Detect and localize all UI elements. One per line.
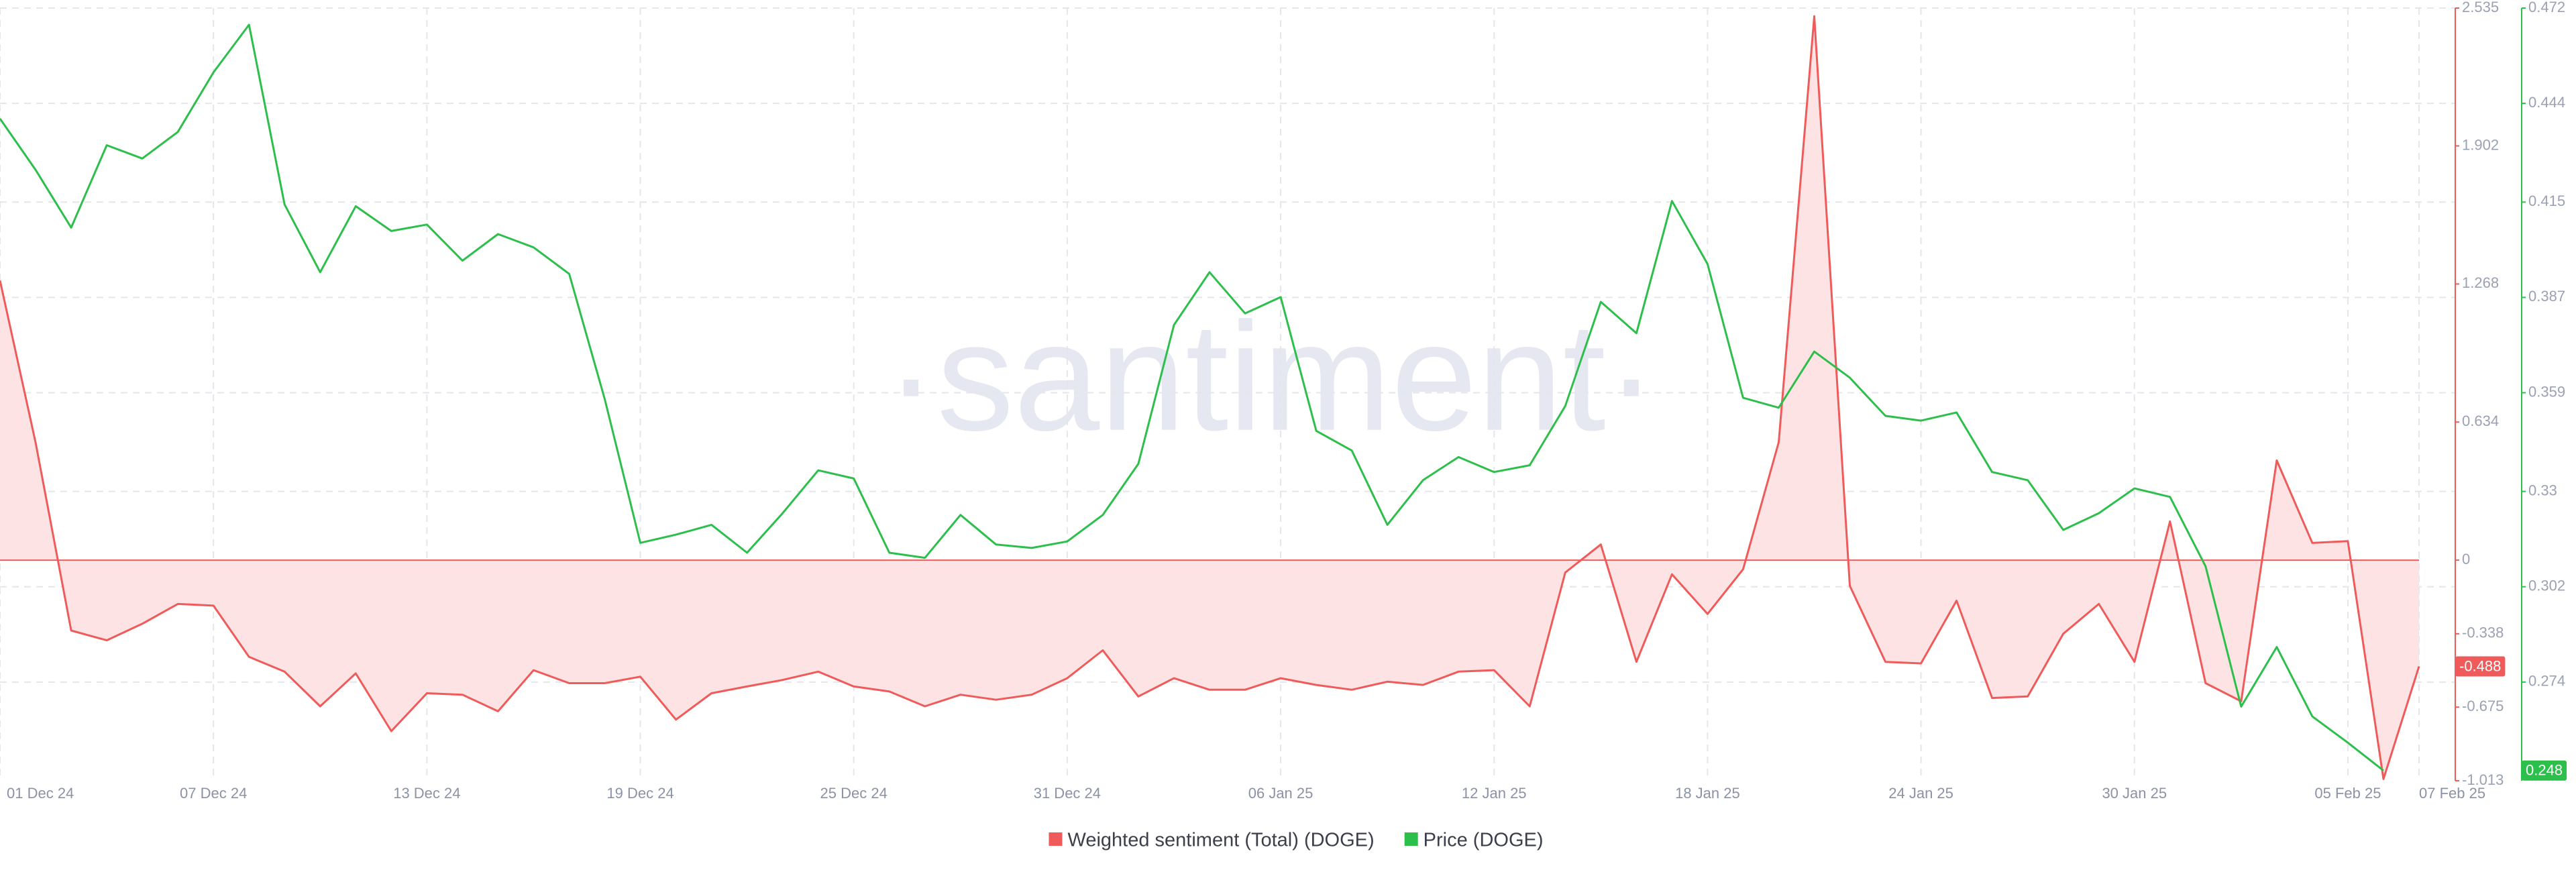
y-tick-label: 1.902 <box>2462 136 2499 153</box>
series-line <box>0 15 2420 780</box>
y-tick-label: -1.013 <box>2462 771 2504 788</box>
last-value-badge: -0.488 <box>2455 656 2506 677</box>
x-tick-label: 05 Feb 25 <box>2314 785 2381 802</box>
y2-tick-label: 0.472 <box>2528 0 2565 15</box>
badge-label: -0.488 <box>2459 657 2501 674</box>
watermark: ·santiment· <box>885 290 1657 463</box>
y2-tick-label: 0.359 <box>2528 383 2565 400</box>
y2-tick-label: 0.387 <box>2528 288 2565 305</box>
x-tick-label: 07 Dec 24 <box>180 785 247 802</box>
y-tick-label: 0.634 <box>2462 413 2499 429</box>
y-tick-label: 1.268 <box>2462 274 2499 291</box>
x-tick-label: 31 Dec 24 <box>1034 785 1101 802</box>
y-tick-label: -0.675 <box>2462 698 2504 714</box>
y2-tick-label: 0.415 <box>2528 193 2565 209</box>
y2-tick-label: 0.33 <box>2528 482 2557 498</box>
legend-swatch <box>1404 832 1418 846</box>
x-tick-label: 06 Jan 25 <box>1248 785 1313 802</box>
badge-box <box>2522 760 2567 781</box>
y-tick-label: 0 <box>2462 551 2470 567</box>
y-tick-label: -0.338 <box>2462 624 2504 641</box>
y2-tick-label: 0.444 <box>2528 94 2565 111</box>
x-tick-label: 24 Jan 25 <box>1888 785 1953 802</box>
badge-label: 0.248 <box>2526 762 2563 779</box>
x-tick-label: 30 Jan 25 <box>2102 785 2167 802</box>
last-value-badge: 0.248 <box>2522 760 2567 781</box>
x-tick-label: 12 Jan 25 <box>1462 785 1527 802</box>
legend-label: Weighted sentiment (Total) (DOGE) <box>1067 830 1374 851</box>
series-area <box>0 16 2419 779</box>
x-tick-label: 19 Dec 24 <box>606 785 674 802</box>
x-tick-label: 07 Feb 25 <box>2419 785 2485 802</box>
y2-tick-label: 0.274 <box>2528 673 2565 690</box>
series-line <box>0 23 2384 771</box>
x-tick-label: 13 Dec 24 <box>393 785 460 802</box>
x-tick-label: 18 Jan 25 <box>1675 785 1740 802</box>
legend: Weighted sentiment (Total) (DOGE) Price (… <box>1049 830 1544 851</box>
y-tick-label: 2.535 <box>2462 0 2499 15</box>
badge-box <box>2455 656 2506 677</box>
legend-label: Price (DOGE) <box>1424 830 1544 851</box>
x-tick-label: 25 Dec 24 <box>820 785 888 802</box>
y2-tick-label: 0.302 <box>2528 578 2565 594</box>
legend-swatch <box>1049 832 1063 846</box>
x-tick-label: 01 Dec 24 <box>7 785 74 802</box>
